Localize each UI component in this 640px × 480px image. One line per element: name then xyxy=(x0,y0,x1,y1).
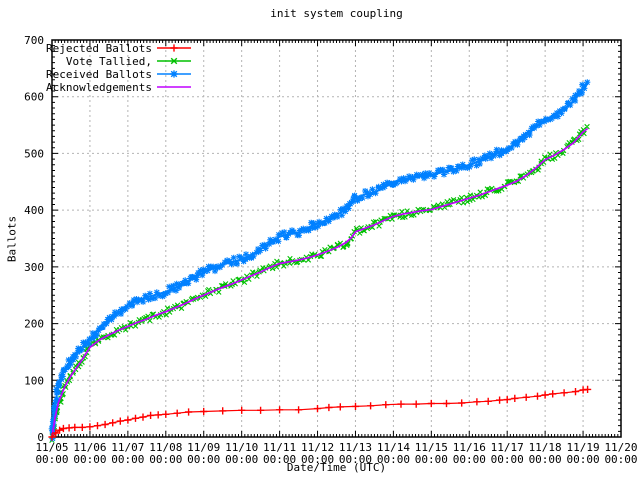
x-tick-date: 11/06 xyxy=(73,441,106,454)
x-tick-date: 11/17 xyxy=(491,441,524,454)
x-tick-time: 00:00 xyxy=(453,453,486,466)
x-tick-time: 00:00 xyxy=(415,453,448,466)
x-tick-time: 00:00 xyxy=(263,453,296,466)
legend-label: Received Ballots xyxy=(46,68,152,81)
x-tick-date: 11/15 xyxy=(415,441,448,454)
x-tick-time: 00:00 xyxy=(225,453,258,466)
x-tick-time: 00:00 xyxy=(301,453,334,466)
y-tick-label: 100 xyxy=(24,374,44,387)
y-axis-label: Ballots xyxy=(5,215,19,263)
x-tick-date: 11/07 xyxy=(111,441,144,454)
legend-label: Rejected Ballots xyxy=(46,42,152,55)
legend-marker-star xyxy=(170,70,178,78)
x-tick-date: 11/11 xyxy=(263,441,296,454)
x-tick-date: 11/10 xyxy=(225,441,258,454)
x-axis-label: Date/Time (UTC) xyxy=(286,461,387,474)
x-tick-date: 11/14 xyxy=(377,441,410,454)
series-rejected-ballots xyxy=(48,385,592,441)
y-tick-label: 600 xyxy=(24,91,44,104)
x-tick-date: 11/20 xyxy=(604,441,637,454)
x-tick-time: 00:00 xyxy=(35,453,68,466)
y-tick-label: 400 xyxy=(24,204,44,217)
plot-border xyxy=(51,39,622,438)
series-band-markers xyxy=(48,79,591,442)
x-tick-date: 11/13 xyxy=(339,441,372,454)
y-tick-label: 300 xyxy=(24,261,44,274)
y-tick-label: 200 xyxy=(24,318,44,331)
chart-title: init system coupling xyxy=(270,7,403,20)
y-tick-label: 500 xyxy=(24,147,44,160)
x-tick-time: 00:00 xyxy=(377,453,410,466)
minor-ticks xyxy=(52,40,621,437)
x-tick-date: 11/08 xyxy=(149,441,182,454)
x-tick-time: 00:00 xyxy=(187,453,220,466)
legend-label: Vote Tallied, xyxy=(66,55,152,68)
x-tick-time: 00:00 xyxy=(491,453,524,466)
x-tick-date: 11/18 xyxy=(529,441,562,454)
series-band-markers xyxy=(49,123,590,443)
series-received-ballots xyxy=(48,79,591,442)
legend-marker-cross xyxy=(170,57,178,65)
x-tick-time: 00:00 xyxy=(111,453,144,466)
x-tick-time: 00:00 xyxy=(73,453,106,466)
x-tick-time: 00:00 xyxy=(149,453,182,466)
x-tick-date: 11/09 xyxy=(187,441,220,454)
y-tick-label: 0 xyxy=(37,431,44,444)
x-tick-date: 11/19 xyxy=(567,441,600,454)
x-tick-date: 11/16 xyxy=(453,441,486,454)
legend-marker-plus xyxy=(170,44,178,52)
major-ticks xyxy=(51,39,622,438)
x-tick-time: 00:00 xyxy=(339,453,372,466)
legend-label: Acknowledgements xyxy=(46,81,152,94)
x-tick-time: 00:00 xyxy=(604,453,637,466)
x-tick-time: 00:00 xyxy=(567,453,600,466)
x-tick-date: 11/05 xyxy=(35,441,68,454)
y-tick-label: 700 xyxy=(24,34,44,47)
x-tick-date: 11/12 xyxy=(301,441,334,454)
series-acknowledgements xyxy=(51,127,589,438)
x-tick-time: 00:00 xyxy=(529,453,562,466)
series-vote-tallied xyxy=(49,123,590,443)
tick-labels: 010020030040050060070011/0500:0011/0600:… xyxy=(24,34,637,466)
grid-lines xyxy=(52,40,621,437)
